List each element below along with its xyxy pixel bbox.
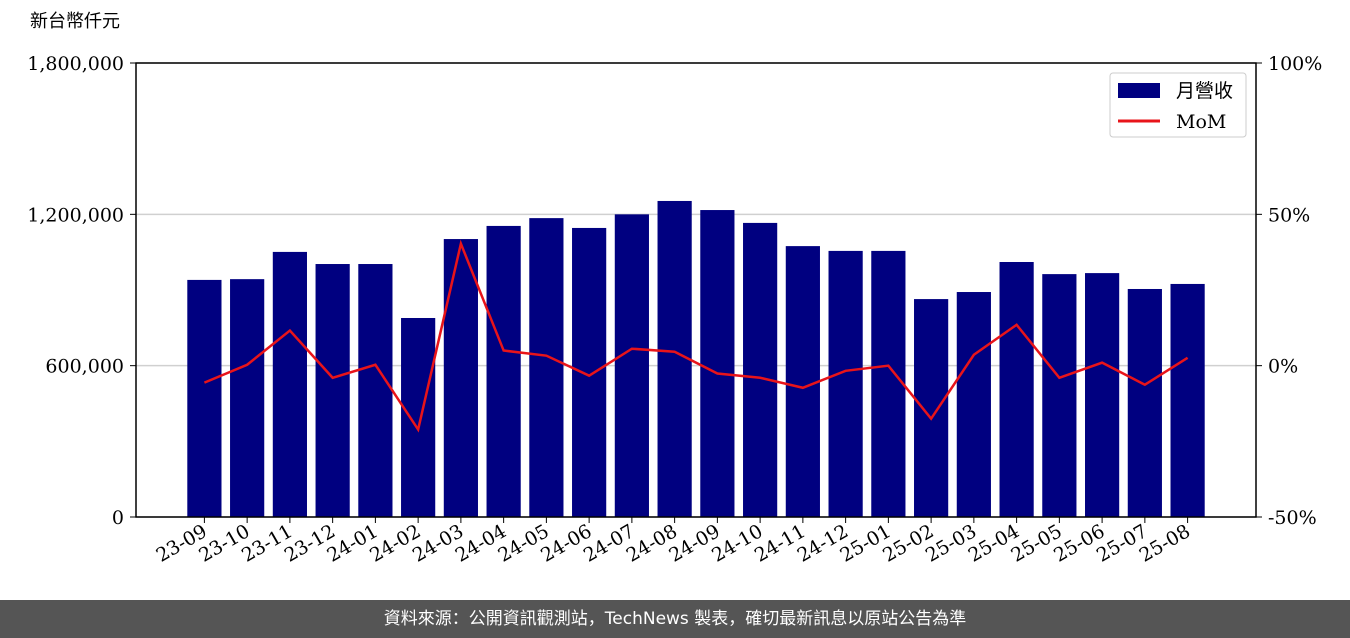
y-tick-label: 1,800,000 [27, 53, 124, 75]
legend-swatch [1118, 83, 1160, 98]
y-tick-label: 600,000 [45, 356, 124, 378]
bar [187, 279, 222, 517]
y2-tick-label: 0% [1268, 356, 1298, 378]
bar [1127, 288, 1162, 517]
legend: 月營收 MoM [1109, 72, 1247, 138]
mom-line [203, 239, 1189, 433]
bar [999, 262, 1034, 517]
bar [572, 227, 607, 517]
legend-label: MoM [1176, 111, 1226, 133]
bar [401, 317, 436, 517]
bar [614, 214, 649, 518]
bar [486, 225, 521, 518]
bar [230, 279, 265, 517]
x-tick-label: 25-08 [1136, 520, 1194, 566]
bar [828, 250, 863, 517]
bar [1170, 283, 1205, 517]
footer-source: 資料來源：公開資訊觀測站，TechNews 製表，確切最新訊息以原站公告為準 [0, 600, 1350, 638]
y-tick-label: 0 [112, 507, 124, 529]
y2-tick-label: 100% [1268, 53, 1322, 75]
y2-tick-label: -50% [1268, 507, 1317, 529]
bar [1042, 274, 1077, 517]
y2-tick-label: 50% [1268, 204, 1310, 226]
bar [785, 246, 820, 517]
plot-frame [135, 62, 1257, 518]
y-tick-label: 1,200,000 [27, 204, 124, 226]
bar [1085, 273, 1120, 517]
bar [914, 299, 949, 517]
bar [700, 210, 735, 517]
bar [358, 264, 393, 517]
legend-label: 月營收 [1176, 80, 1233, 102]
bar [871, 250, 906, 517]
bar [743, 222, 778, 518]
bar [956, 292, 991, 517]
y-axis-unit: 新台幣仟元 [30, 11, 120, 32]
bar [529, 218, 564, 517]
bar [272, 251, 307, 518]
bar [657, 200, 692, 517]
chart: 新台幣仟元 0 600,000 1,200,000 1,800,000 -50% 0% 50… [27, 11, 1322, 567]
bar [315, 264, 350, 517]
bar [443, 239, 478, 517]
